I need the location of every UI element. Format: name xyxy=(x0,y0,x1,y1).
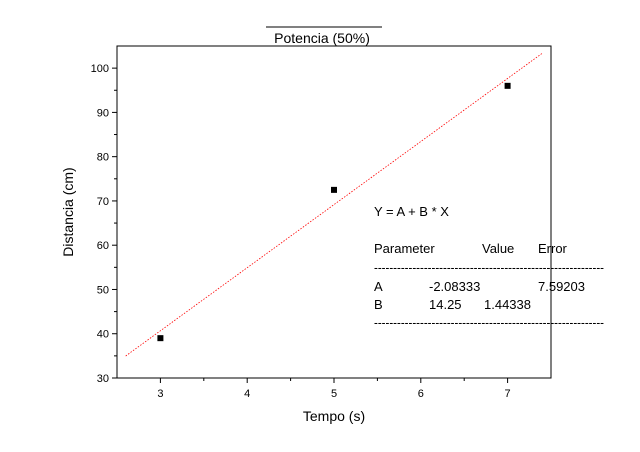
y-tick-label: 60 xyxy=(97,240,109,252)
fit-results-box: Y = A + B * X Parameter Value Error ----… xyxy=(374,204,604,330)
y-tick-label: 30 xyxy=(97,373,109,385)
y-tick-label: 80 xyxy=(97,152,109,164)
y-tick-label: 90 xyxy=(97,107,109,119)
fit-header-error: Error xyxy=(538,241,568,256)
x-tick-label: 7 xyxy=(505,388,511,400)
y-axis: 30 40 50 60 70 80 90 100 xyxy=(91,63,117,385)
fit-header-parameter: Parameter xyxy=(374,241,435,256)
x-tick-label: 4 xyxy=(244,388,250,400)
data-point xyxy=(504,82,511,89)
x-axis: 3 4 5 6 7 xyxy=(157,378,511,400)
chart-title-group: Potencia (50%) xyxy=(266,26,382,46)
y-tick-label: 40 xyxy=(97,329,109,341)
x-tick-label: 3 xyxy=(157,388,163,400)
fit-line xyxy=(125,52,543,357)
chart-title: Potencia (50%) xyxy=(274,30,370,46)
y-axis-label: Distancia (cm) xyxy=(60,167,76,256)
fit-row-b-name: B xyxy=(374,297,383,312)
y-tick-label: 100 xyxy=(91,63,109,75)
x-tick-label: 5 xyxy=(331,388,337,400)
y-tick-label: 70 xyxy=(97,196,109,208)
fit-row-a-error: 7.59203 xyxy=(538,279,585,294)
fit-equation: Y = A + B * X xyxy=(374,204,449,219)
data-point xyxy=(331,186,337,193)
fit-row-b-value: 14.25 xyxy=(429,297,462,312)
fit-separator-top: ----------------------------------------… xyxy=(374,260,604,275)
x-tick-label: 6 xyxy=(418,388,424,400)
fit-header-value: Value xyxy=(482,241,514,256)
y-tick-label: 50 xyxy=(97,284,109,296)
fit-row-a-value: -2.08333 xyxy=(429,279,480,294)
data-point xyxy=(157,335,164,342)
fit-separator-bottom: ----------------------------------------… xyxy=(374,315,604,330)
fit-row-b-error: 1.44338 xyxy=(484,297,531,312)
data-points xyxy=(157,82,511,342)
fit-row-a-name: A xyxy=(374,279,383,294)
x-axis-label: Tempo (s) xyxy=(303,408,365,424)
